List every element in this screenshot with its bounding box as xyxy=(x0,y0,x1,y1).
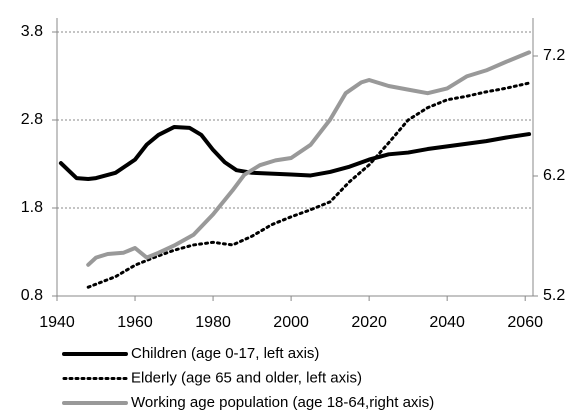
x-tick-label: 2000 xyxy=(273,314,309,331)
x-tick-label: 1940 xyxy=(39,314,75,331)
x-tick-label: 1980 xyxy=(195,314,231,331)
y2-tick-label: 7.2 xyxy=(543,47,565,64)
y2-tick-label: 6.2 xyxy=(543,167,565,184)
x-tick-label: 2060 xyxy=(507,314,543,331)
series-line xyxy=(86,81,531,289)
y-tick-label: 2.8 xyxy=(21,111,43,128)
legend-label: Elderly (age 65 and older, left axis) xyxy=(131,369,362,386)
series-line xyxy=(58,125,532,181)
y2-tick-label: 5.2 xyxy=(543,287,565,304)
legend-item: Children (age 0-17, left axis) xyxy=(62,345,319,362)
x-tick-label: 2040 xyxy=(429,314,465,331)
legend-item: Working age population (age 18-64,right … xyxy=(62,394,434,411)
y-tick-label: 1.8 xyxy=(21,199,43,216)
legend-item: Elderly (age 65 and older, left axis) xyxy=(62,369,362,386)
x-tick-label: 2020 xyxy=(351,314,387,331)
y-tick-label: 3.8 xyxy=(21,23,43,40)
series-line xyxy=(86,50,532,267)
legend-label: Working age population (age 18-64,right … xyxy=(131,394,434,411)
y-tick-label: 0.8 xyxy=(21,287,43,304)
legend-label: Children (age 0-17, left axis) xyxy=(131,345,319,362)
x-tick-label: 1960 xyxy=(117,314,153,331)
